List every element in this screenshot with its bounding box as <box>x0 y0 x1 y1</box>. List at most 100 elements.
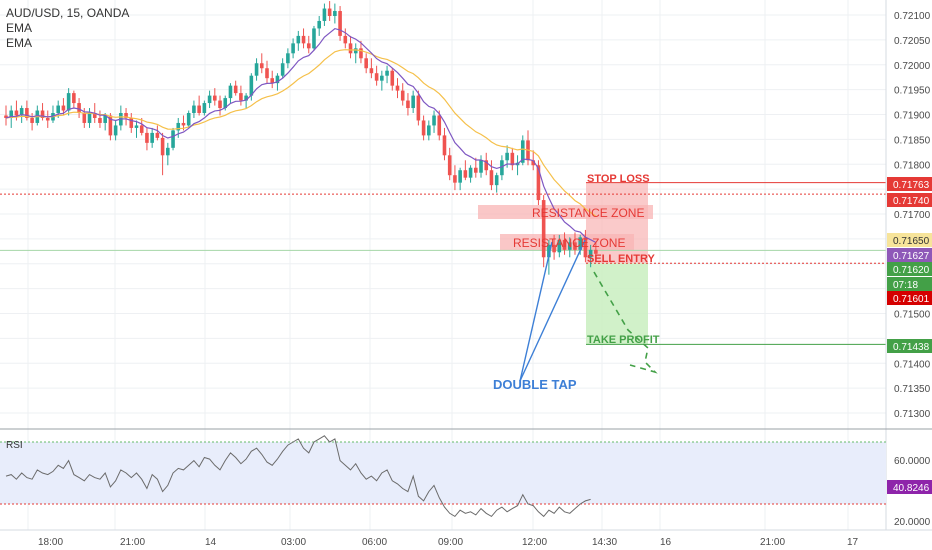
candle[interactable] <box>380 70 384 91</box>
candle[interactable] <box>150 127 154 148</box>
candle[interactable] <box>197 95 201 116</box>
candle[interactable] <box>437 110 442 141</box>
candle[interactable] <box>45 110 50 128</box>
candle[interactable] <box>416 90 421 126</box>
candle[interactable] <box>594 242 598 263</box>
candle[interactable] <box>390 68 395 91</box>
candle[interactable] <box>40 103 45 121</box>
candle[interactable] <box>494 172 499 193</box>
candle[interactable] <box>291 38 295 59</box>
candle[interactable] <box>171 127 175 151</box>
candle[interactable] <box>427 120 431 141</box>
candle[interactable] <box>557 234 562 258</box>
candle[interactable] <box>280 58 285 79</box>
candle-body <box>207 95 212 104</box>
candle[interactable] <box>359 40 363 64</box>
candle[interactable] <box>25 100 29 121</box>
candle[interactable] <box>468 165 473 183</box>
candle[interactable] <box>385 65 389 84</box>
candle[interactable] <box>322 3 327 26</box>
candle[interactable] <box>192 100 196 118</box>
candle[interactable] <box>374 65 379 86</box>
candle[interactable] <box>510 147 515 171</box>
candle[interactable] <box>421 115 426 141</box>
candle[interactable] <box>411 90 415 114</box>
candle[interactable] <box>458 167 462 191</box>
candle[interactable] <box>588 244 593 268</box>
candle-body <box>562 239 567 250</box>
candle[interactable] <box>51 105 55 123</box>
candle[interactable] <box>301 28 306 49</box>
candle[interactable] <box>327 1 332 21</box>
candle[interactable] <box>77 98 81 118</box>
candle[interactable] <box>484 152 489 176</box>
candle[interactable] <box>369 58 374 79</box>
candle[interactable] <box>562 232 567 255</box>
candle[interactable] <box>233 80 238 96</box>
candle[interactable] <box>249 73 254 101</box>
candle[interactable] <box>447 147 452 181</box>
candle[interactable] <box>395 78 400 99</box>
candle[interactable] <box>463 160 468 181</box>
candle[interactable] <box>4 105 8 126</box>
candle[interactable] <box>479 155 483 178</box>
candle[interactable] <box>364 53 368 74</box>
candle[interactable] <box>207 90 212 109</box>
candle[interactable] <box>139 117 144 136</box>
candle[interactable] <box>520 135 525 166</box>
candle[interactable] <box>213 88 217 106</box>
candle[interactable] <box>286 48 290 69</box>
candle[interactable] <box>442 127 447 161</box>
candle[interactable] <box>87 108 92 128</box>
candle[interactable] <box>66 88 71 116</box>
candle[interactable] <box>113 120 118 141</box>
candle[interactable] <box>317 15 321 36</box>
candle[interactable] <box>348 35 353 59</box>
ema-indicator-1[interactable]: EMA <box>6 21 33 35</box>
candle[interactable] <box>98 110 102 128</box>
candle[interactable] <box>567 237 572 258</box>
candle[interactable] <box>343 28 348 49</box>
candle-body <box>369 68 374 74</box>
candle[interactable] <box>406 93 410 116</box>
candle[interactable] <box>552 234 556 260</box>
candle[interactable] <box>218 95 222 116</box>
candle[interactable] <box>338 6 342 41</box>
candle[interactable] <box>296 30 301 51</box>
candle[interactable] <box>254 58 259 81</box>
candle[interactable] <box>474 157 478 178</box>
candle[interactable] <box>432 110 436 133</box>
candle[interactable] <box>583 229 588 263</box>
candle[interactable] <box>155 125 160 141</box>
candle[interactable] <box>265 60 269 84</box>
candle[interactable] <box>145 127 149 151</box>
candle[interactable] <box>202 100 207 116</box>
candle[interactable] <box>259 53 264 74</box>
candle[interactable] <box>160 132 165 176</box>
ema-indicator-2[interactable]: EMA <box>6 36 33 50</box>
candle[interactable] <box>270 70 275 89</box>
candle[interactable] <box>515 155 520 176</box>
candle[interactable] <box>166 142 170 166</box>
candle[interactable] <box>333 3 337 24</box>
candle[interactable] <box>30 113 34 131</box>
candle[interactable] <box>176 117 181 138</box>
candle[interactable] <box>306 35 311 54</box>
candle[interactable] <box>400 83 405 106</box>
candle[interactable] <box>353 43 358 64</box>
candle[interactable] <box>228 83 233 104</box>
candle[interactable] <box>541 195 546 268</box>
candle[interactable] <box>186 110 191 128</box>
candle[interactable] <box>489 160 494 191</box>
candle[interactable] <box>72 90 76 109</box>
candle[interactable] <box>108 113 113 141</box>
candle[interactable] <box>134 120 139 138</box>
candle[interactable] <box>239 85 243 106</box>
candle[interactable] <box>453 165 457 191</box>
candle[interactable] <box>129 113 134 133</box>
candle[interactable] <box>573 232 577 255</box>
candle[interactable] <box>119 105 123 131</box>
candle[interactable] <box>500 155 504 181</box>
candle[interactable] <box>312 25 316 51</box>
